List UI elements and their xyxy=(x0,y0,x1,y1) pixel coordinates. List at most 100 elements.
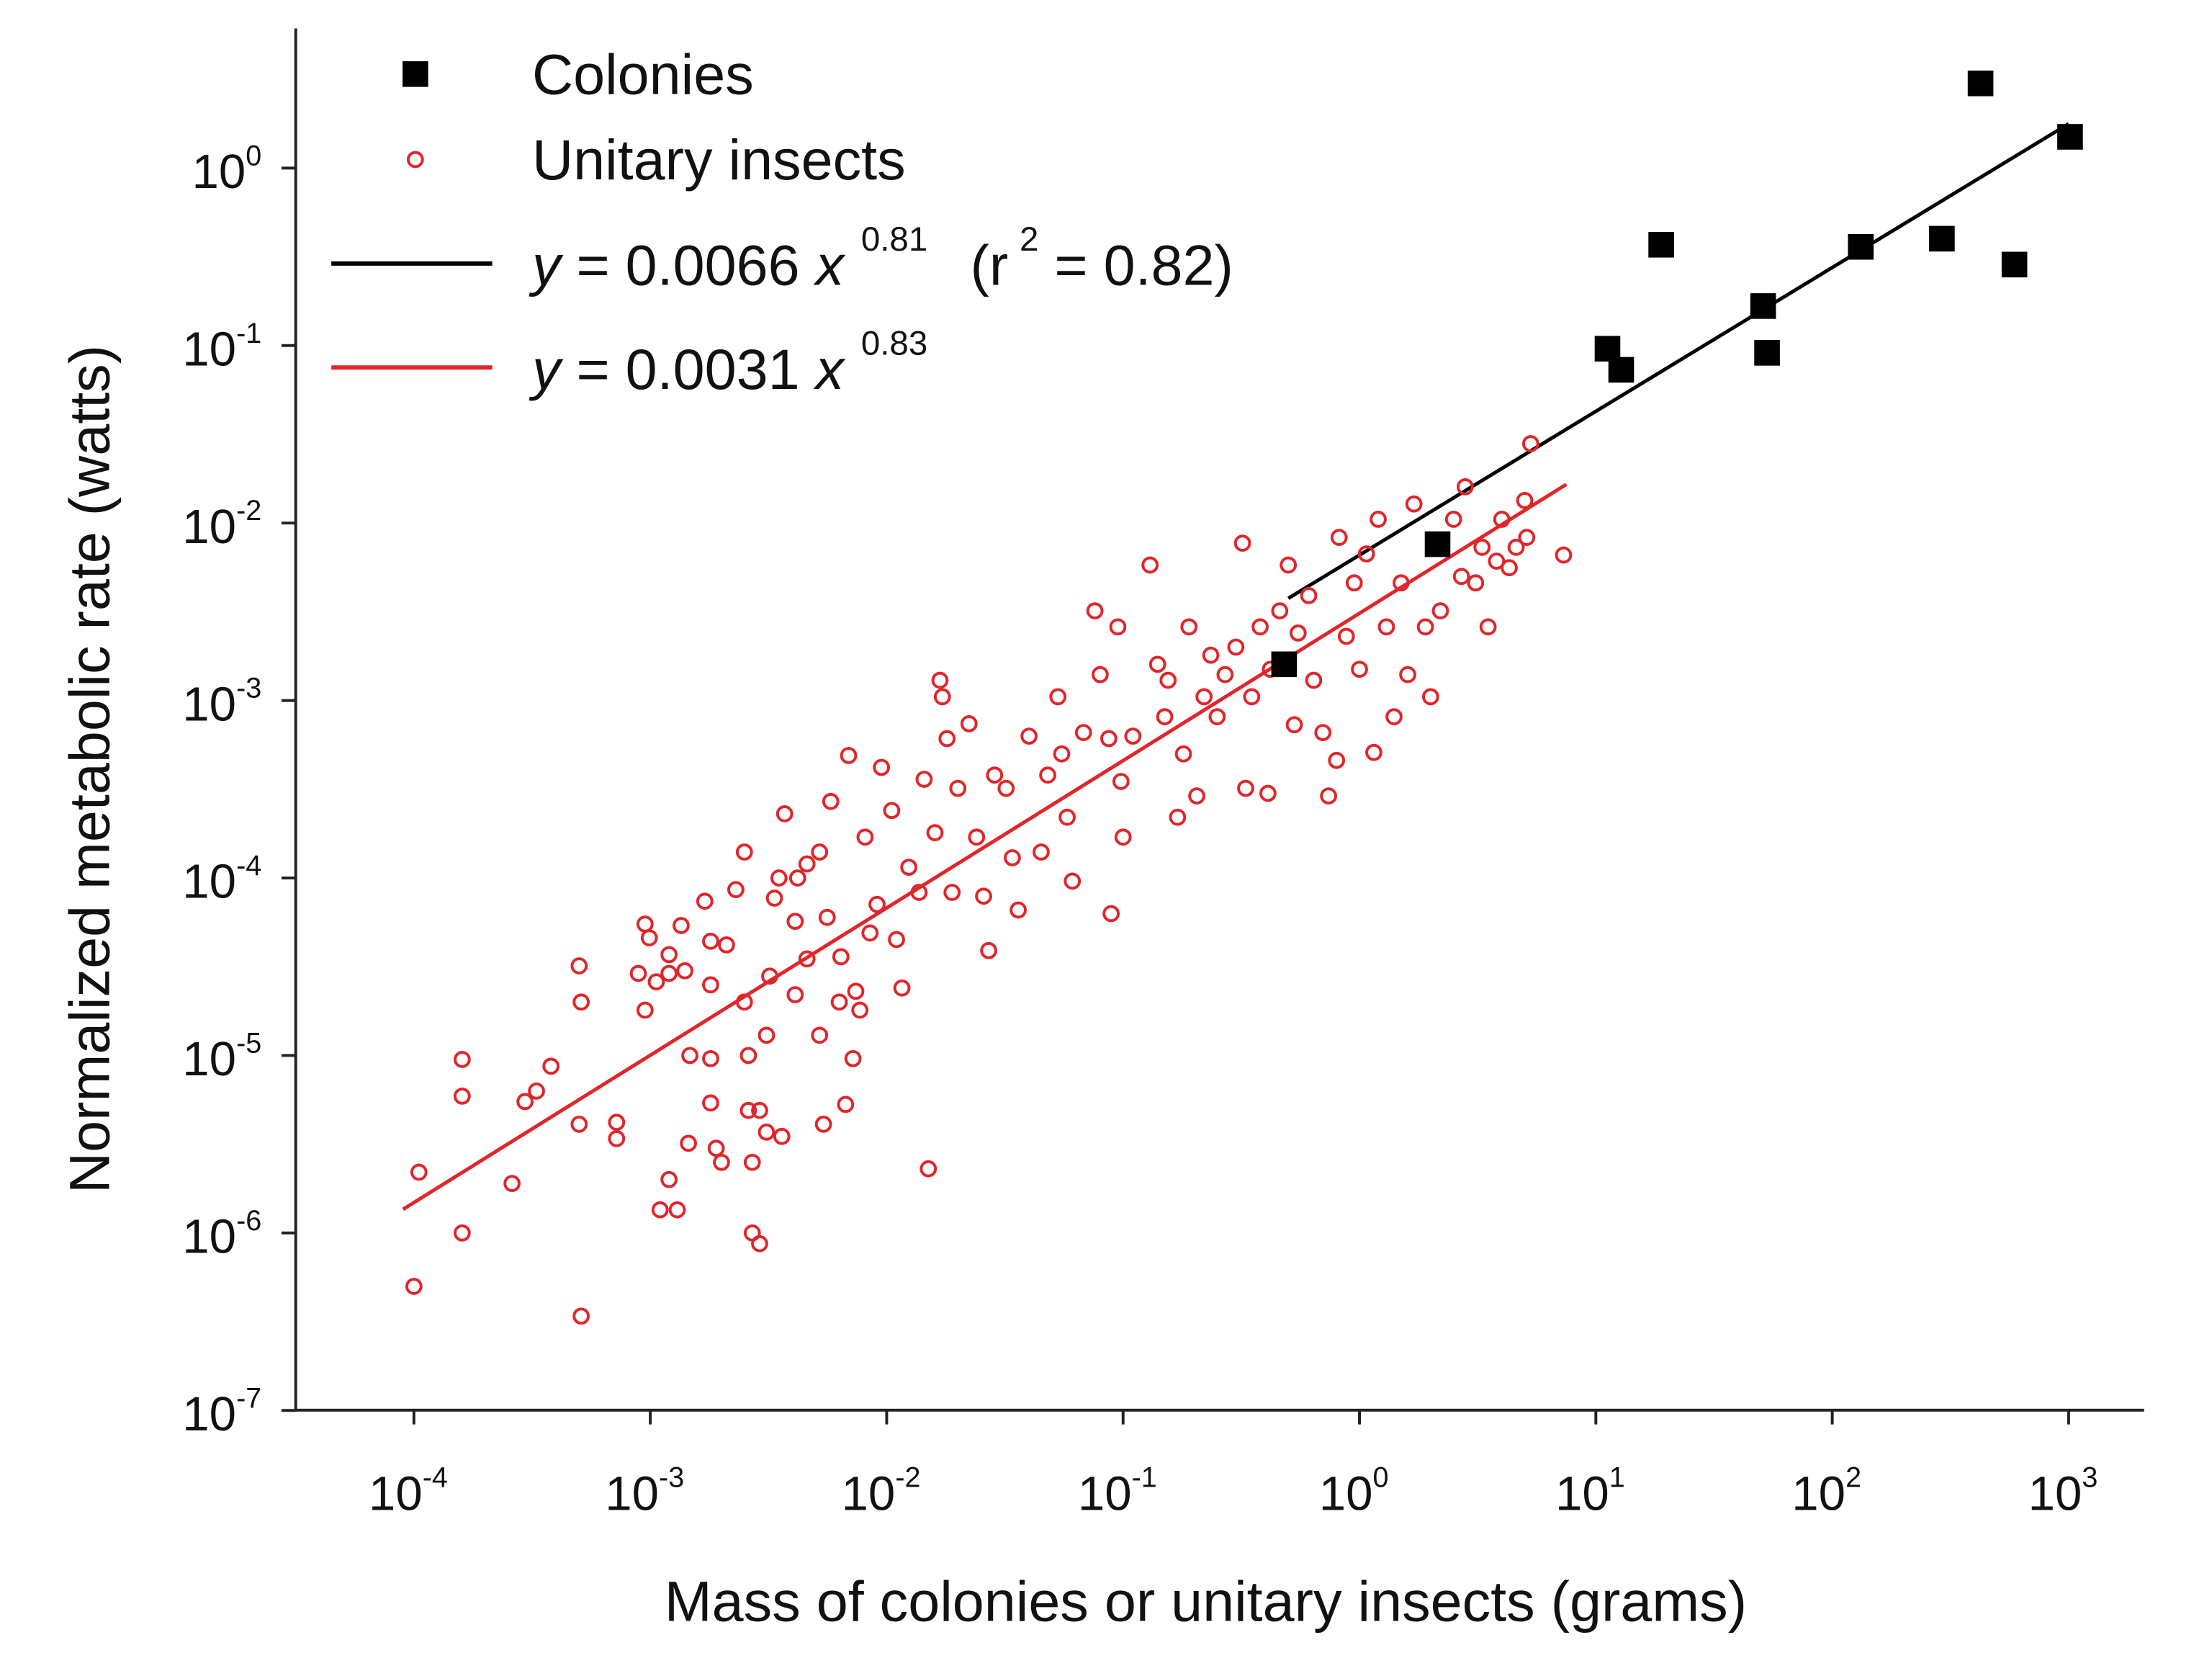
unitary-insect-point xyxy=(1501,559,1518,577)
colony-point xyxy=(2001,251,2028,278)
unitary-insect-point xyxy=(915,771,933,788)
unitary-insect-point xyxy=(1385,708,1403,726)
axes xyxy=(294,28,2144,1412)
colony-point xyxy=(1648,231,1674,258)
unitary-fit-line xyxy=(402,483,1568,1211)
unitary-insect-point xyxy=(707,1139,725,1157)
unitary-insect-point xyxy=(1102,905,1120,923)
unitary-insect-point xyxy=(968,828,986,846)
unitary-insect-point xyxy=(1399,666,1416,684)
unitary-insect-point xyxy=(770,869,788,887)
unitary-insect-point xyxy=(933,688,951,706)
unitary-insect-point xyxy=(1271,602,1289,620)
unitary-insect-point xyxy=(1507,539,1525,556)
y-axis-label: Normalized metabolic rate (watts) xyxy=(58,345,122,1193)
colony-point xyxy=(1848,233,1874,260)
unitary-insect-point xyxy=(702,933,719,950)
unitary-insect-point xyxy=(1370,511,1387,528)
unitary-insect-point xyxy=(1421,688,1439,706)
unitary-insect-point xyxy=(986,766,1004,784)
unitary-insect-point xyxy=(1351,660,1368,678)
y-tick-label: 100 xyxy=(192,140,261,199)
unitary-insect-point xyxy=(570,1115,588,1133)
unitary-insect-point xyxy=(739,1101,757,1119)
unitary-insect-point xyxy=(405,1278,423,1295)
unitary-insect-point xyxy=(883,802,901,820)
legend-red-fit-equation: y = 0.0031 x 0.83 xyxy=(529,324,927,400)
unitary-insect-point xyxy=(873,758,890,776)
unitary-insect-point xyxy=(1148,655,1166,673)
x-tick-label: 10-1 xyxy=(1078,1462,1157,1521)
unitary-insect-point xyxy=(681,1047,698,1065)
unitary-insect-point xyxy=(454,1088,471,1105)
unitary-insect-point xyxy=(1377,618,1395,636)
unitary-insect-point xyxy=(1039,766,1056,784)
y-tick-label: 10-5 xyxy=(182,1027,261,1086)
x-tick-label: 103 xyxy=(2028,1462,2098,1521)
unitary-insect-point xyxy=(1064,872,1082,890)
unitary-insect-point xyxy=(757,1123,775,1141)
unitary-insect-point xyxy=(1188,787,1205,805)
unitary-insect-point xyxy=(856,828,874,846)
unitary-insect-point xyxy=(1444,511,1462,528)
unitary-insect-point xyxy=(668,1201,686,1219)
unitary-insect-point xyxy=(1555,546,1573,564)
unitary-insect-point xyxy=(1159,671,1177,689)
y-tick-label: 10-7 xyxy=(182,1382,261,1441)
unitary-insect-point xyxy=(837,1095,855,1113)
unitary-insect-point xyxy=(1053,745,1071,763)
unitary-insect-point xyxy=(840,747,858,764)
unitary-insect-point xyxy=(975,887,992,905)
unitary-insect-point xyxy=(735,843,753,861)
unitary-insect-point xyxy=(1285,716,1303,734)
unitary-insect-point xyxy=(608,1130,626,1147)
unitary-insect-point xyxy=(676,962,693,980)
unitary-insect-point xyxy=(1202,646,1220,664)
unitary-insect-point xyxy=(1156,708,1174,726)
unitary-insect-point xyxy=(1289,624,1307,642)
unitary-insect-point xyxy=(1233,534,1251,552)
unitary-insect-point xyxy=(1259,784,1277,802)
unitary-insect-point xyxy=(851,1001,869,1019)
y-tick-label: 10-4 xyxy=(182,850,261,909)
unitary-insect-point xyxy=(786,986,804,1003)
legend-unitary-marker xyxy=(406,151,424,169)
x-axis-label: Mass of colonies or unitary insects (gra… xyxy=(665,1569,1747,1634)
y-tick-label: 10-6 xyxy=(182,1205,261,1264)
unitary-insect-point xyxy=(1473,539,1491,556)
unitary-insect-point xyxy=(1405,495,1423,513)
unitary-insect-point xyxy=(702,1094,719,1112)
unitary-insect-point xyxy=(1452,568,1470,586)
legend: Colonies Unitary insects y = 0.0066 x 0.8… xyxy=(331,42,1233,401)
legend-black-fit-equation: y = 0.0066 x 0.81 (r 2 = 0.82) xyxy=(529,220,1233,297)
unitary-insect-point xyxy=(1227,638,1245,656)
unitary-insect-point xyxy=(1169,808,1187,826)
unitary-insect-point xyxy=(1345,574,1363,592)
unitary-insect-point xyxy=(775,805,793,823)
unitary-insect-point xyxy=(636,1001,654,1019)
unitary-insect-point xyxy=(861,924,879,942)
unitary-insect-point xyxy=(713,1153,730,1171)
x-tick-label: 10-3 xyxy=(605,1462,684,1521)
unitary-insect-point xyxy=(1493,511,1511,528)
colony-point xyxy=(1608,357,1635,383)
unitary-insect-point xyxy=(636,915,654,933)
unitary-insect-point xyxy=(943,884,961,901)
unitary-insect-point xyxy=(673,917,690,934)
unitary-insect-point xyxy=(910,884,928,901)
unitary-insect-point xyxy=(696,892,714,910)
x-tick-label: 10-4 xyxy=(369,1462,448,1521)
unitary-insect-point xyxy=(1109,618,1127,636)
unitary-insect-point xyxy=(1280,556,1298,574)
unitary-insect-point xyxy=(832,948,850,966)
unitary-insect-point xyxy=(1216,666,1234,684)
unitary-insect-point xyxy=(751,1101,768,1119)
unitary-insect-point xyxy=(1357,545,1375,563)
colony-point xyxy=(2057,124,2083,150)
unitary-insect-point xyxy=(980,941,997,959)
legend-colonies-label: Colonies xyxy=(532,42,754,107)
unitary-insect-point xyxy=(1416,618,1434,636)
unitary-insect-point xyxy=(1092,666,1109,684)
unitary-insect-point xyxy=(949,779,967,797)
